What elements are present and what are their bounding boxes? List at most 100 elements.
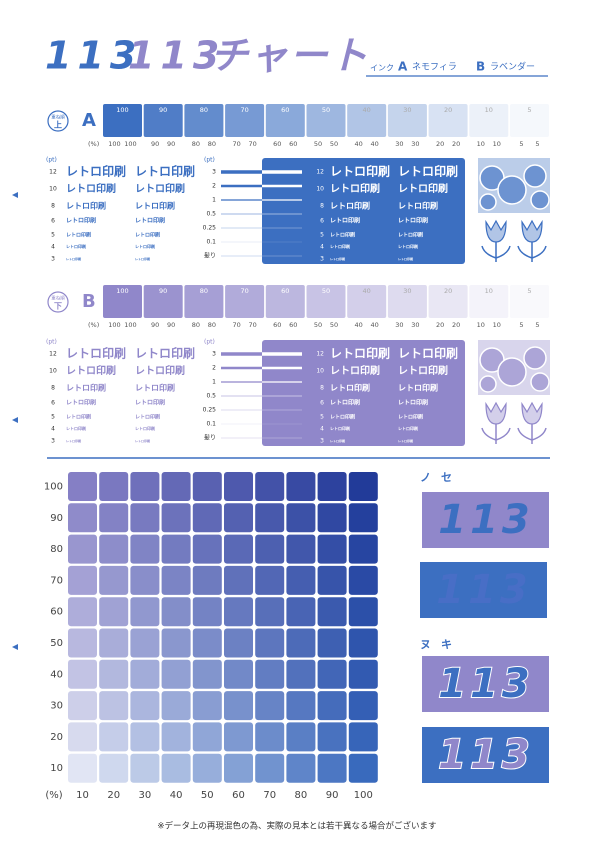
grid-y-label: 10 — [50, 763, 63, 774]
mix-cell — [255, 659, 285, 689]
line-width-label: 2 — [212, 183, 216, 190]
mix-cell — [130, 659, 160, 689]
photo-flower — [530, 372, 550, 392]
order-value: 下 — [54, 302, 62, 311]
grid-x-label: 50 — [201, 790, 214, 801]
mix-cell — [161, 753, 191, 783]
line-unit: (pt) — [204, 157, 215, 164]
mix-cell — [130, 597, 160, 627]
swatch-label: 70 — [240, 106, 248, 114]
swatch-pair-label: 5 — [519, 140, 523, 148]
line-width-label: 0.1 — [206, 239, 216, 246]
pt-size-panel: 6 — [320, 400, 324, 407]
order-badge — [47, 110, 69, 132]
mix-cell — [68, 565, 97, 595]
order-badge — [47, 291, 69, 313]
mix-cell — [286, 597, 316, 627]
ink-label: インク — [370, 64, 394, 73]
swatch-label: 50 — [322, 106, 330, 114]
swatch-pair-label: 10 — [477, 321, 485, 329]
sample-text: レトロ印刷 — [135, 182, 185, 195]
mix-cell — [130, 691, 160, 721]
sample-text: レトロ印刷 — [66, 346, 126, 361]
swatch — [265, 104, 305, 137]
mix-cell — [68, 753, 97, 783]
grid-y-label: 20 — [50, 732, 63, 743]
sample-text: レトロ印刷 — [66, 232, 91, 239]
swatch-pair-label: 60 — [273, 321, 281, 329]
mix-cell — [317, 691, 347, 721]
sample-text: レトロ印刷 — [135, 364, 185, 377]
ink-name: ネモフィラ — [412, 62, 457, 73]
sample-text-knockout: レトロ印刷 — [330, 232, 355, 239]
mix-cell — [192, 628, 222, 658]
mix-cell — [348, 722, 378, 752]
swatch-pair-label: 60 — [273, 140, 281, 148]
photo-flower — [497, 357, 527, 387]
swatch — [347, 104, 387, 137]
pt-size: 12 — [49, 169, 57, 176]
mix-cell — [224, 722, 253, 752]
hairline-label: 髪り — [204, 434, 216, 442]
line-width-label: 3 — [212, 351, 216, 358]
ink-name: ラベンダー — [490, 61, 535, 73]
swatch-label: 50 — [322, 287, 330, 295]
grid-unit: (%) — [45, 790, 62, 801]
pt-size: 4 — [51, 244, 55, 251]
side-marker — [12, 192, 18, 198]
swatch-pair-label: 10 — [493, 321, 501, 329]
sample-text-knockout: レトロ印刷 — [330, 425, 350, 431]
swatch — [306, 104, 346, 137]
swatch-label: 60 — [281, 287, 289, 295]
photo-flower — [523, 346, 547, 370]
swatch-pair-label: 100 — [124, 321, 136, 329]
sample-text-knockout: レトロ印刷 — [330, 414, 355, 421]
mix-cell — [130, 503, 160, 533]
swatch-pair-label: 70 — [248, 321, 256, 329]
swatch — [103, 285, 142, 318]
swatch-pair-label: 30 — [395, 140, 403, 148]
sample-panel — [262, 158, 465, 264]
sample-text-knockout: レトロ印刷 — [398, 399, 428, 407]
mix-cell — [130, 753, 160, 783]
sample-number: 113 — [438, 732, 534, 778]
swatch — [306, 285, 346, 318]
mix-cell — [192, 659, 222, 689]
mix-cell — [99, 597, 129, 627]
mix-cell — [348, 472, 378, 501]
sample-text-knockout: レトロ印刷 — [398, 201, 438, 211]
sample-text-knockout: レトロ印刷 — [398, 346, 458, 361]
mix-cell — [255, 534, 285, 564]
knockout-label: ヌキ — [420, 638, 462, 651]
mix-cell — [255, 753, 285, 783]
mix-cell — [255, 628, 285, 658]
sample-block — [422, 727, 549, 783]
mix-cell — [99, 472, 129, 501]
swatch — [387, 285, 427, 318]
mix-cell — [317, 565, 347, 595]
ink-letter: B — [82, 291, 96, 312]
swatch-pair-label: 10 — [493, 140, 501, 148]
mix-cell — [99, 534, 129, 564]
line-width-label: 0.25 — [203, 407, 217, 414]
pt-size: 4 — [51, 426, 55, 433]
pt-size: 12 — [49, 351, 57, 358]
mix-cell — [286, 472, 316, 501]
swatch-pair-label: 30 — [411, 321, 419, 329]
mix-cell — [68, 659, 97, 689]
swatch — [225, 104, 265, 137]
swatch-pair-label: 50 — [314, 140, 322, 148]
grid-y-label: 60 — [50, 607, 63, 618]
line-width-label: 0.25 — [203, 225, 217, 232]
grid-y-label: 30 — [50, 701, 63, 712]
sample-text: レトロ印刷 — [135, 438, 150, 443]
swatch-label: 90 — [159, 287, 167, 295]
pt-size-panel: 3 — [320, 438, 324, 445]
mix-cell — [255, 722, 285, 752]
sample-text: レトロ印刷 — [66, 182, 116, 195]
grid-y-label: 90 — [50, 513, 63, 524]
swatch-label: 100 — [116, 287, 128, 295]
mix-cell — [224, 597, 253, 627]
swatch — [143, 285, 183, 318]
